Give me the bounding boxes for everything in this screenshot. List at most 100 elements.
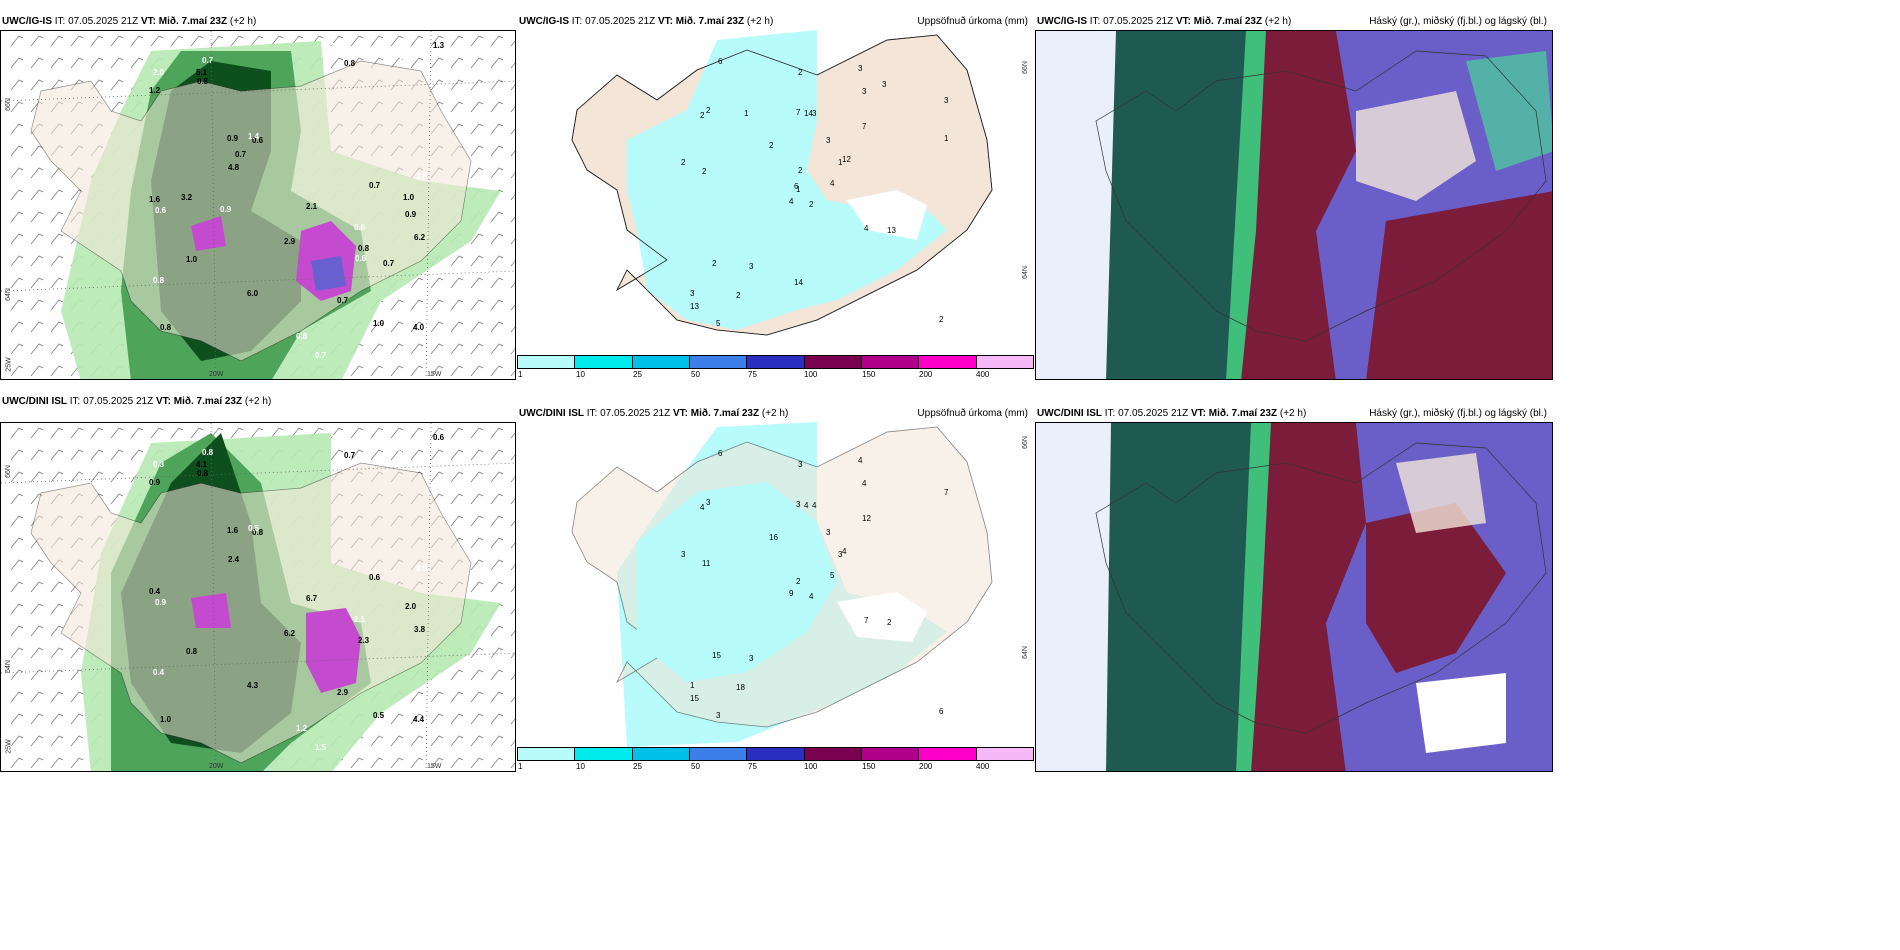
value-label: 0.7 — [315, 351, 327, 360]
panel-subtitle: Háský (gr.), miðský (fj.bl.) og lágský (… — [1369, 408, 1547, 419]
wind-barb — [410, 757, 424, 769]
lon-label-20: 20W — [209, 763, 224, 770]
wind-barb — [10, 625, 24, 637]
wind-barb — [450, 255, 464, 267]
cloud-green-edge — [1236, 423, 1276, 771]
wind-barb — [450, 35, 464, 47]
colorbar-swatch — [689, 748, 748, 760]
lon-label-20: 20W — [209, 371, 224, 378]
value-label: 0.6 — [369, 573, 381, 582]
value-label: 0.5 — [398, 445, 410, 454]
wind-barb — [30, 603, 44, 615]
wind-barb — [490, 123, 504, 135]
wind-barb — [370, 449, 384, 461]
wind-barb — [510, 40, 515, 47]
wind-barb — [10, 35, 24, 47]
panel-bot-right: UWC/DINI ISL IT: 07.05.2025 21Z VT: Mið.… — [1035, 394, 1553, 772]
wind-barb — [330, 427, 344, 439]
wind-barb — [50, 343, 64, 355]
wind-barb — [50, 603, 64, 615]
colorbar-swatch — [575, 748, 633, 760]
map-frame: 0.6 0.9 0.8 0.7 0.6 1.0 0.8 0.8 0.9 0.7 1.2 1.6 2.0 4… — [0, 30, 516, 380]
wind-barb — [110, 35, 124, 47]
value-label: 8.0 — [416, 564, 428, 573]
value-label: 6.0 — [247, 289, 259, 298]
wind-barb — [430, 757, 444, 769]
wind-barb — [30, 277, 44, 289]
cloud-maroon-2 — [1366, 503, 1506, 673]
wind-barb — [30, 189, 44, 201]
value-label: 7 — [864, 616, 869, 625]
wind-barb — [10, 277, 24, 289]
value-label: 6 — [794, 182, 799, 191]
wind-barb — [30, 647, 44, 659]
wind-barb — [10, 493, 24, 505]
value-label: 13 — [887, 226, 896, 235]
value-label: 11 — [702, 559, 711, 568]
wind-barb — [510, 238, 515, 245]
colorbar-swatch — [632, 356, 690, 368]
wind-barb — [410, 277, 424, 289]
wind-barb — [50, 233, 64, 245]
panel-subtitle: Háský (gr.), miðský (fj.bl.) og lágský (… — [1369, 16, 1547, 27]
wind-barb — [470, 321, 484, 333]
wind-barb — [430, 471, 444, 483]
value-label: 3 — [706, 498, 711, 507]
value-label: 9 — [789, 589, 794, 598]
map-frame — [1035, 422, 1553, 772]
wind-barb — [10, 233, 24, 245]
wind-barb — [10, 145, 24, 157]
colorbar-tick: 400 — [976, 370, 990, 379]
wind-barb — [510, 564, 515, 571]
panel-bot-mid: UWC/DINI ISL IT: 07.05.2025 21Z VT: Mið.… — [517, 394, 1034, 772]
colorbar-swatch — [804, 356, 862, 368]
lon-label-25: 25W — [5, 739, 13, 754]
wind-barb — [130, 35, 144, 47]
wind-barb — [490, 449, 504, 461]
value-label: 2 — [796, 577, 801, 586]
value-label: 3 — [838, 550, 843, 559]
value-label: 3 — [681, 550, 686, 559]
iceland-coast — [571, 34, 993, 336]
value-label: 0.9 — [149, 478, 161, 487]
wind-barb — [490, 713, 504, 725]
wind-barb — [30, 299, 44, 311]
value-label: 0.6 — [354, 223, 366, 232]
iceland-coast — [1095, 50, 1547, 342]
panel-title: UWC/DINI ISL IT: 07.05.2025 21Z VT: Mið.… — [2, 396, 272, 407]
wind-barb — [510, 106, 515, 113]
colorbar-tick: 100 — [804, 762, 818, 771]
colorbar-swatch — [689, 356, 748, 368]
lat-label-64: 64N — [1022, 266, 1030, 279]
wind-barb — [390, 321, 404, 333]
cloud-maroon — [1241, 31, 1356, 379]
value-label: 6.2 — [284, 629, 296, 638]
wind-barb — [510, 718, 515, 725]
wind-barb — [370, 735, 384, 747]
value-label: 1 — [796, 185, 801, 194]
value-label: 1.2 — [296, 724, 308, 733]
colorbar-tick: 10 — [576, 370, 585, 379]
wind-barb — [450, 277, 464, 289]
value-label: 2 — [700, 111, 705, 120]
wind-barb — [50, 321, 64, 333]
wind-barb — [90, 57, 104, 69]
value-label: 3.8 — [414, 625, 426, 634]
wind-barb — [470, 365, 484, 377]
panel-subtitle: Uppsöfnuð úrkoma (mm) — [917, 16, 1028, 27]
precip-white — [847, 190, 927, 240]
wind-barb — [10, 471, 24, 483]
value-label: 0.8 — [197, 469, 209, 478]
value-label: 1.6 — [227, 526, 239, 535]
wind-barb — [430, 299, 444, 311]
wind-barb — [10, 757, 24, 769]
colorbar-tick: 400 — [976, 762, 990, 771]
wind-barb — [370, 35, 384, 47]
panel-bot-left: UWC/DINI ISL IT: 07.05.2025 21Z VT: Mið.… — [0, 394, 516, 772]
value-label: 3 — [796, 500, 801, 509]
wind-barb — [390, 735, 404, 747]
wind-barb — [50, 713, 64, 725]
value-label: 0.9 — [227, 134, 239, 143]
wind-barb — [510, 520, 515, 527]
wind-barb — [110, 449, 124, 461]
